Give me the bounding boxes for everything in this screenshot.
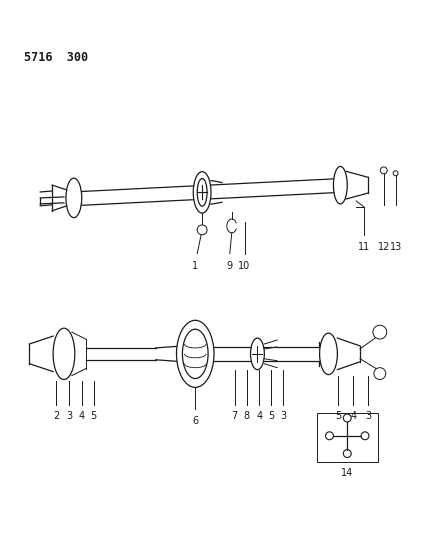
Circle shape xyxy=(361,432,369,440)
Ellipse shape xyxy=(66,178,82,217)
Ellipse shape xyxy=(53,328,75,379)
Text: 9: 9 xyxy=(227,262,233,271)
Text: 4: 4 xyxy=(79,411,85,421)
Bar xyxy=(317,413,378,463)
Text: 3: 3 xyxy=(280,411,286,421)
Text: 5: 5 xyxy=(335,411,342,421)
Text: 1: 1 xyxy=(192,262,198,271)
Ellipse shape xyxy=(250,338,265,370)
Text: 2: 2 xyxy=(53,411,59,421)
Text: 8: 8 xyxy=(244,411,250,421)
Circle shape xyxy=(326,432,333,440)
Circle shape xyxy=(343,450,351,457)
Ellipse shape xyxy=(182,329,208,378)
Ellipse shape xyxy=(176,320,214,387)
Ellipse shape xyxy=(197,179,207,206)
Text: 14: 14 xyxy=(341,469,354,478)
Text: 7: 7 xyxy=(232,411,238,421)
Text: 6: 6 xyxy=(192,416,198,426)
Text: 4: 4 xyxy=(256,411,262,421)
Ellipse shape xyxy=(193,172,211,213)
Text: 4: 4 xyxy=(350,411,356,421)
Text: 5: 5 xyxy=(268,411,274,421)
Circle shape xyxy=(380,167,387,174)
Text: 5716  300: 5716 300 xyxy=(24,51,89,64)
Text: 10: 10 xyxy=(238,262,250,271)
Text: 13: 13 xyxy=(389,243,402,253)
Ellipse shape xyxy=(333,166,347,204)
Text: 11: 11 xyxy=(358,243,370,253)
Text: 3: 3 xyxy=(365,411,371,421)
Ellipse shape xyxy=(320,333,337,375)
Text: 5: 5 xyxy=(90,411,97,421)
Text: 12: 12 xyxy=(377,243,390,253)
Circle shape xyxy=(197,225,207,235)
Circle shape xyxy=(373,325,387,339)
Circle shape xyxy=(393,171,398,176)
Circle shape xyxy=(374,368,386,379)
Text: 3: 3 xyxy=(66,411,72,421)
Circle shape xyxy=(343,414,351,422)
